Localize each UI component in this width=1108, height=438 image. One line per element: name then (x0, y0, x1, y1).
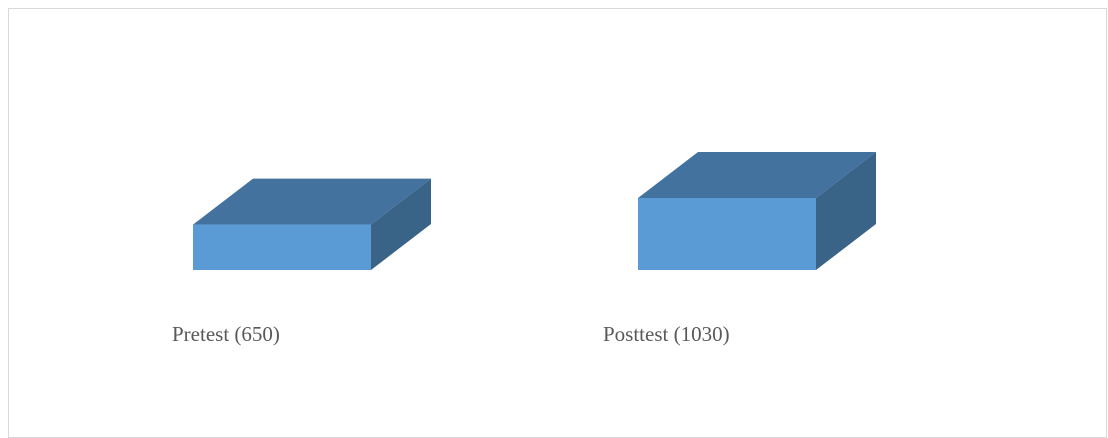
bar-top-face (638, 152, 876, 198)
chart-frame (8, 8, 1107, 438)
bar-front-face (193, 224, 371, 270)
bar-top-face (193, 178, 431, 225)
bar-1 (193, 178, 431, 270)
bars-group (193, 152, 876, 270)
bar-front-face (638, 198, 816, 270)
category-label-2: Posttest (1030) (603, 322, 730, 346)
category-label-1: Pretest (650) (172, 322, 280, 346)
category-labels: Pretest (650) Posttest (1030) (172, 322, 730, 346)
bar-side-face (816, 152, 876, 270)
bar-side-face (371, 178, 431, 270)
bar-2 (638, 152, 876, 270)
bar-chart-3d: Pretest (650) Posttest (1030) (172, 152, 876, 346)
